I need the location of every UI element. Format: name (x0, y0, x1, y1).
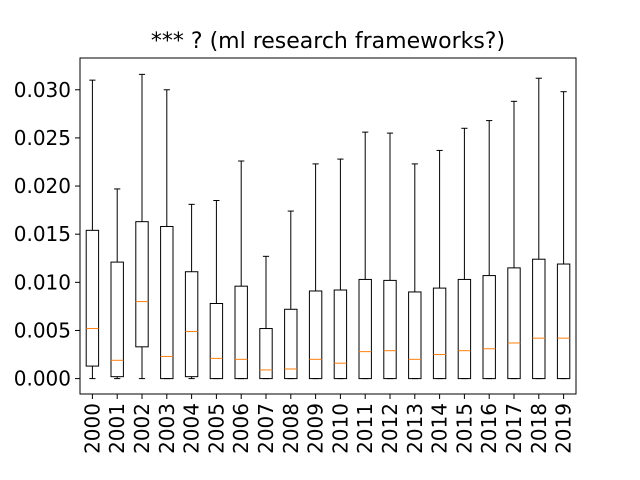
box-iqr (110, 261, 124, 378)
box-iqr (556, 263, 571, 380)
box-iqr (383, 279, 397, 380)
box-iqr (358, 278, 372, 380)
box-iqr (507, 267, 521, 380)
x-tick-label: 2002 (130, 403, 154, 454)
x-tick-label: 2009 (304, 403, 328, 454)
x-tick-label: 2006 (229, 403, 253, 454)
x-tick-label: 2005 (204, 403, 228, 454)
x-tick-label: 2001 (105, 403, 129, 454)
x-tick-label: 2012 (378, 403, 402, 454)
x-tick-label: 2010 (328, 403, 352, 454)
x-tick-label: 2016 (477, 403, 501, 454)
chart-title: *** ? (ml research frameworks?) (151, 29, 505, 54)
box-iqr (408, 291, 422, 380)
x-tick-label: 2017 (502, 403, 526, 454)
x-tick-label: 2000 (80, 403, 104, 454)
box-iqr (160, 225, 174, 380)
x-tick-label: 2013 (403, 403, 427, 454)
box-iqr (284, 308, 298, 380)
box-iqr (135, 221, 149, 348)
y-tick-label: 0.015 (14, 222, 71, 246)
box-iqr (85, 229, 100, 367)
box-iqr (432, 287, 447, 380)
y-tick-label: 0.010 (14, 270, 71, 294)
y-tick-label: 0.030 (14, 78, 71, 102)
box-iqr (482, 275, 496, 380)
box-iqr (209, 303, 224, 380)
x-tick-label: 2003 (155, 403, 179, 454)
axes-frame (79, 57, 577, 395)
y-tick-label: 0.025 (14, 126, 71, 150)
box-iqr (234, 285, 248, 380)
x-tick-label: 2015 (452, 403, 476, 454)
x-tick-label: 2004 (180, 403, 204, 454)
box-iqr (308, 290, 323, 380)
box-iqr (184, 271, 199, 378)
box-iqr (333, 289, 348, 380)
x-tick-label: 2011 (353, 403, 377, 454)
y-tick-label: 0.020 (14, 174, 71, 198)
y-tick-label: 0.005 (14, 318, 71, 342)
x-tick-label: 2019 (552, 403, 576, 454)
x-tick-label: 2014 (428, 403, 452, 454)
y-tick-label: 0.000 (14, 367, 71, 391)
box-iqr (532, 258, 546, 380)
x-tick-label: 2007 (254, 403, 278, 454)
x-tick-label: 2008 (279, 403, 303, 454)
box-iqr (259, 328, 273, 380)
box-iqr (457, 278, 472, 380)
x-tick-label: 2018 (527, 403, 551, 454)
